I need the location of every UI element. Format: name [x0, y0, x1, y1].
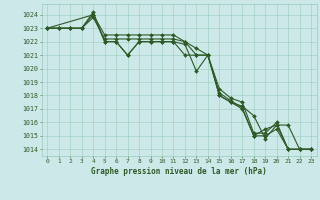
- X-axis label: Graphe pression niveau de la mer (hPa): Graphe pression niveau de la mer (hPa): [91, 167, 267, 176]
